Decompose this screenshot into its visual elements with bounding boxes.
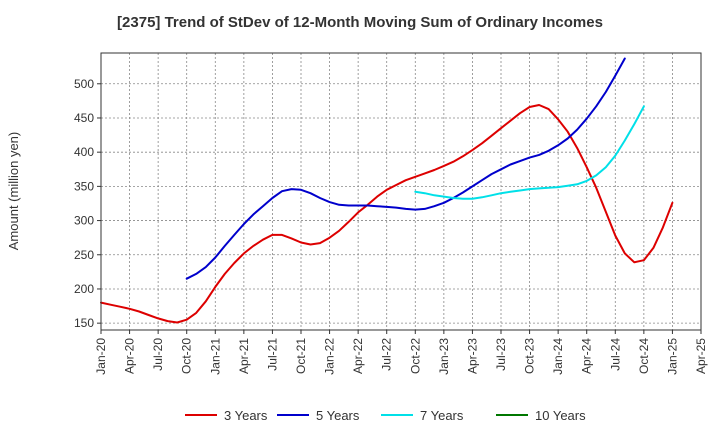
y-axis-title: Amount (million yen) — [6, 132, 21, 251]
y-tick-label: 250 — [74, 248, 94, 262]
series-line-5-years — [185, 57, 626, 280]
x-tick-label: Apr-22 — [351, 338, 365, 374]
x-tick-label: Oct-20 — [180, 338, 194, 374]
x-tick-label: Jul-21 — [265, 338, 279, 371]
x-tick-label: Apr-24 — [580, 338, 594, 374]
x-tick-label: Oct-22 — [408, 338, 422, 374]
x-tick-label: Jul-24 — [608, 338, 622, 371]
legend-label: 10 Years — [535, 408, 586, 423]
x-tick-label: Jan-22 — [323, 338, 337, 375]
legend: 3 Years 5 Years 7 Years 10 Years — [185, 408, 586, 423]
y-tick-label: 200 — [74, 282, 94, 296]
series-layer — [100, 57, 674, 324]
x-tick-label: Jul-20 — [151, 338, 165, 371]
grid — [100, 53, 702, 330]
x-tick-label: Jan-21 — [208, 338, 222, 375]
series-line-3-years — [100, 104, 674, 324]
y-tick-label: 150 — [74, 316, 94, 330]
x-axis: Jan-20 Apr-20 Jul-20 Oct-20 Jan-21 Apr-21 Jul-… — [94, 330, 708, 375]
x-tick-label: Apr-23 — [465, 338, 479, 374]
legend-label: 5 Years — [316, 408, 360, 423]
y-tick-label: 450 — [74, 111, 94, 125]
chart-title: [2375] Trend of StDev of 12-Month Moving… — [117, 14, 603, 31]
x-tick-label: Jan-25 — [665, 338, 679, 375]
legend-label: 7 Years — [420, 408, 464, 423]
x-tick-label: Apr-25 — [694, 338, 708, 374]
plot-frame — [100, 52, 702, 331]
y-tick-label: 400 — [74, 145, 94, 159]
legend-label: 3 Years — [224, 408, 268, 423]
y-tick-label: 300 — [74, 214, 94, 228]
x-tick-label: Oct-21 — [294, 338, 308, 374]
x-tick-label: Apr-21 — [237, 338, 251, 374]
x-tick-label: Jan-23 — [437, 338, 451, 375]
x-tick-label: Oct-24 — [637, 338, 651, 374]
x-tick-label: Jul-23 — [494, 338, 508, 371]
y-axis: 150 200 250 300 350 400 450 500 — [74, 77, 101, 330]
x-tick-label: Jan-20 — [94, 338, 108, 375]
y-tick-label: 350 — [74, 179, 94, 193]
x-tick-label: Jan-24 — [551, 338, 565, 375]
x-tick-label: Apr-20 — [123, 338, 137, 374]
series-line-7-years — [414, 105, 645, 200]
plot-background — [101, 53, 701, 330]
x-tick-label: Jul-22 — [380, 338, 394, 371]
x-tick-label: Oct-23 — [523, 338, 537, 374]
y-tick-label: 500 — [74, 77, 94, 91]
